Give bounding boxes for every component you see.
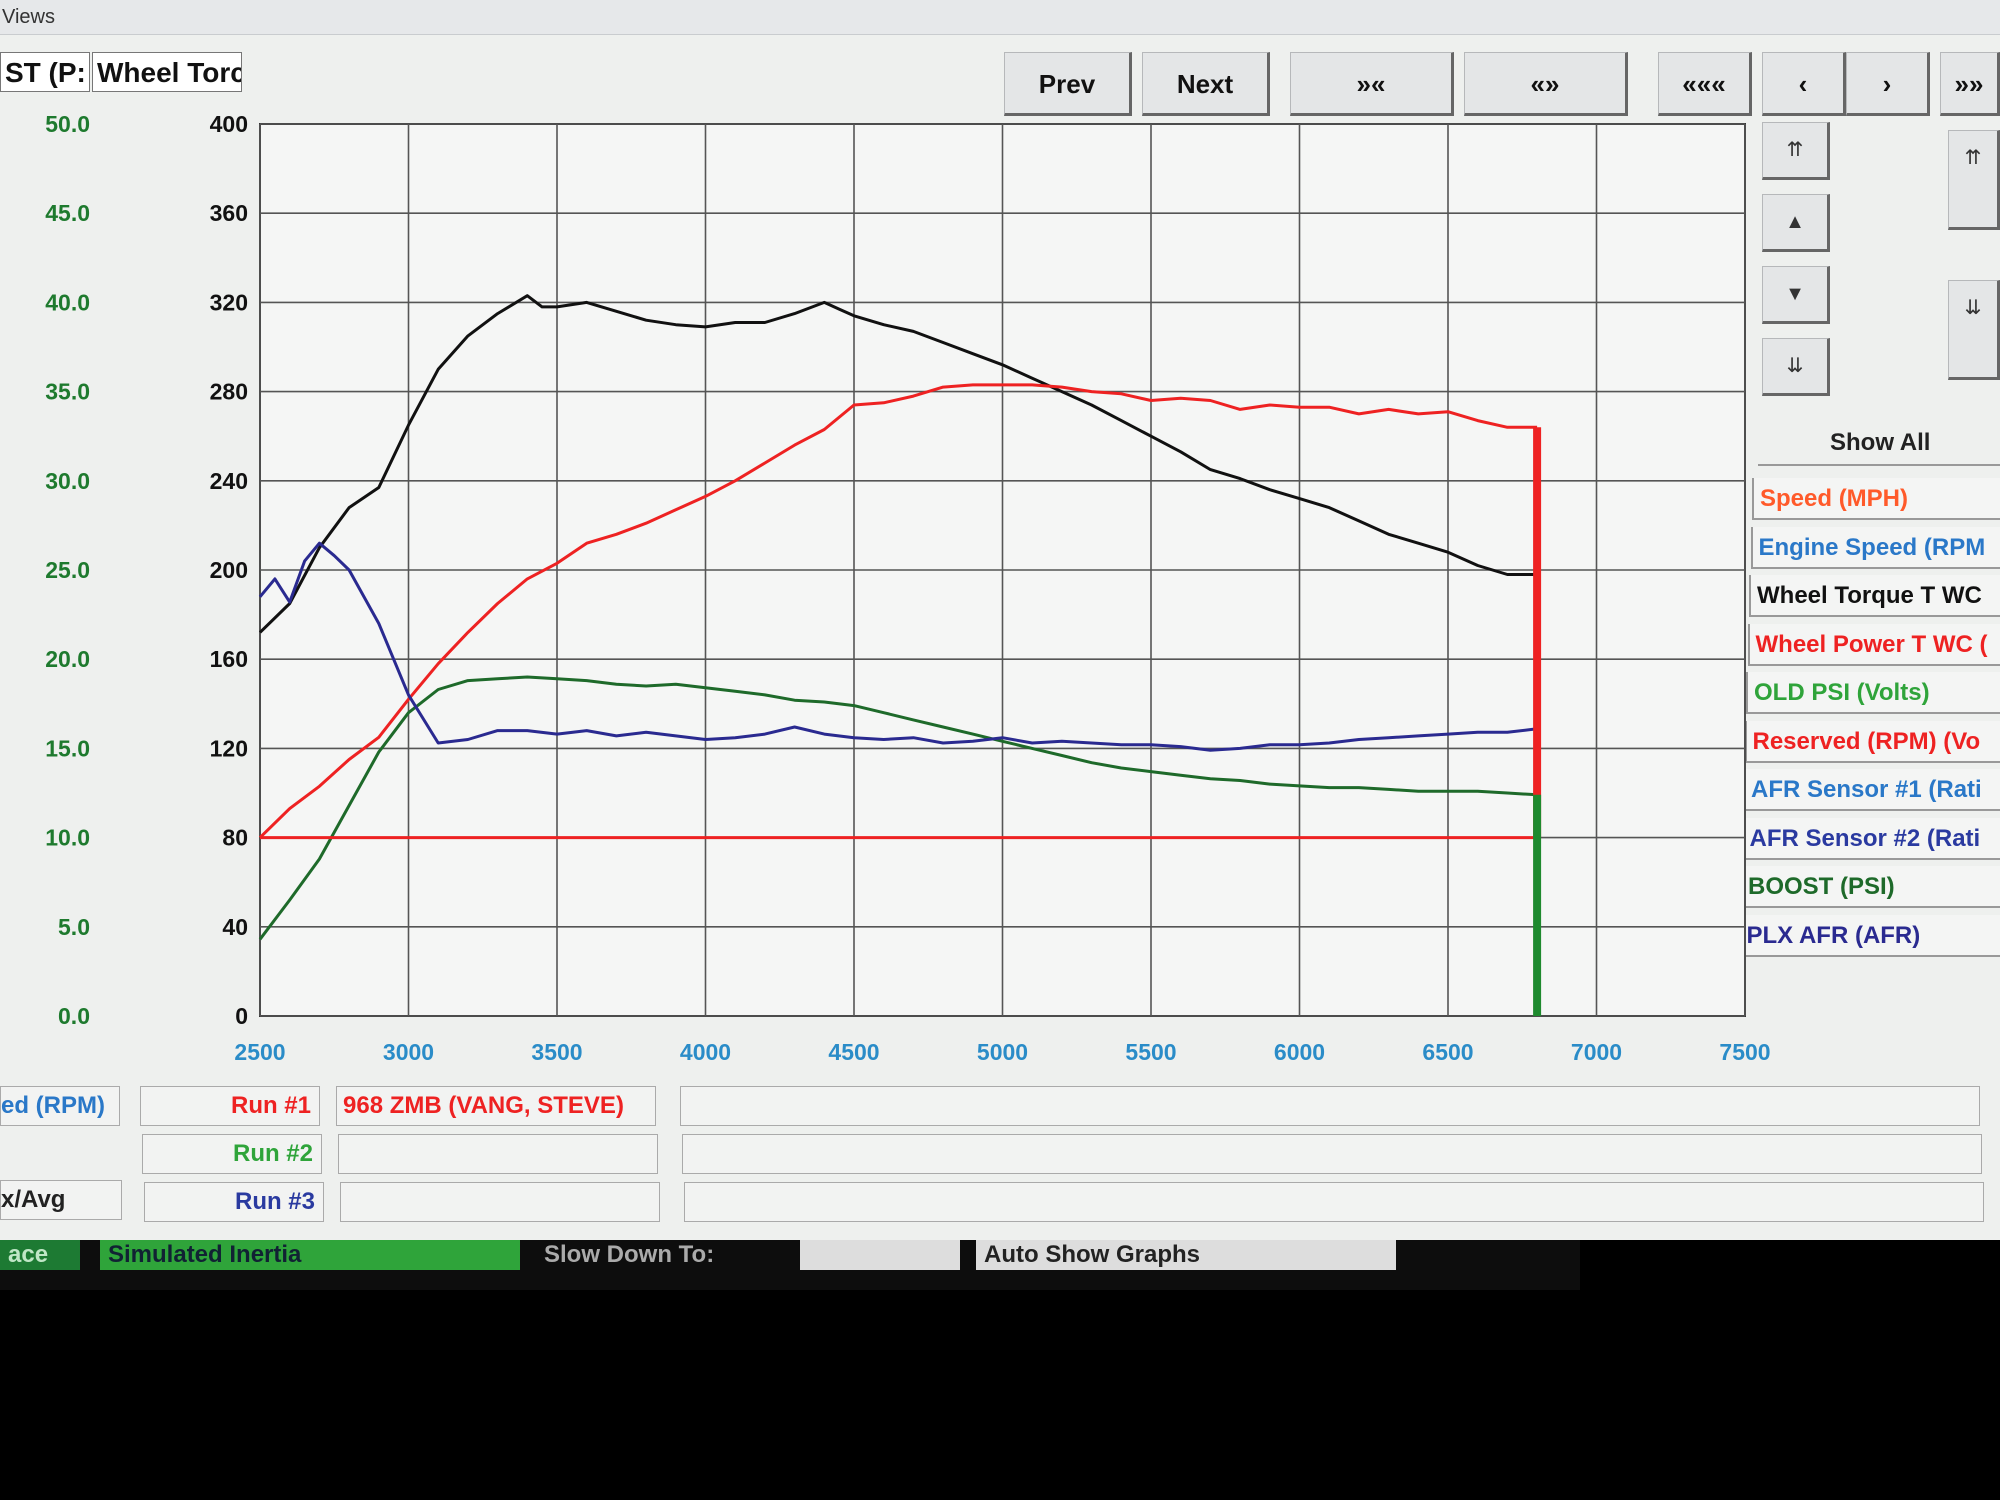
- legend-item[interactable]: AFR Sensor #1 (Rati: [1743, 769, 2000, 811]
- legend-item[interactable]: OLD PSI (Volts): [1746, 672, 2000, 714]
- left-axis-tick-label: 15.0: [45, 735, 90, 761]
- x-tick-label: 5000: [977, 1039, 1028, 1065]
- prev-button[interactable]: Prev: [1004, 52, 1132, 116]
- left-axis-tick-label: 5.0: [58, 914, 90, 940]
- legend-item[interactable]: Engine Speed (RPM: [1750, 526, 2000, 569]
- chevron-up-icon: ▲: [1785, 211, 1805, 233]
- scroll-top-button[interactable]: ⇈: [1762, 122, 1830, 180]
- left-axis-tick-label: 0.0: [58, 1003, 90, 1029]
- x-tick-label: 5500: [1125, 1039, 1176, 1065]
- run-2-label[interactable]: Run #2: [142, 1134, 322, 1174]
- run-1-name-field[interactable]: 968 ZMB (VANG, STEVE): [336, 1086, 656, 1126]
- dyno-window: Views ST (P: Wheel Torc Prev Next »« «» …: [0, 0, 2000, 1240]
- show-all-button[interactable]: Show All: [1758, 420, 2000, 466]
- run-2-notes-field[interactable]: [682, 1134, 1982, 1174]
- left-axis-tick-label: 40.0: [45, 289, 90, 315]
- slow-down-label: Slow Down To:: [544, 1241, 715, 1268]
- run-3-name-field[interactable]: [340, 1182, 660, 1222]
- series-line: [258, 675, 1538, 941]
- x-tick-label: 7000: [1571, 1039, 1622, 1065]
- scroll-last-button[interactable]: »»: [1940, 52, 2000, 116]
- right-axis-tick-label: 120: [210, 735, 248, 761]
- views-menu[interactable]: Views: [2, 6, 55, 28]
- auto-show-graphs-button[interactable]: Auto Show Graphs: [976, 1240, 1396, 1270]
- scroll-back-button[interactable]: ‹: [1762, 52, 1846, 116]
- zoom-in-button[interactable]: »«: [1290, 52, 1454, 116]
- series-line: [258, 541, 1538, 752]
- slow-down-value[interactable]: [800, 1240, 960, 1270]
- dyno-chart: 2500 3000 3500 4000 4500 5000 5500 6000 6500 7000…: [45, 111, 1770, 1065]
- simulated-inertia-button[interactable]: Simulated Inertia: [100, 1240, 520, 1270]
- x-tick-label: 3500: [531, 1039, 582, 1065]
- x-tick-label: 7500: [1719, 1039, 1770, 1065]
- left-axis-tick-label: 20.0: [45, 646, 90, 672]
- x-tick-label: 3000: [383, 1039, 434, 1065]
- double-chevron-down-icon: ⇊: [1964, 297, 1982, 319]
- right-scroll-up-button[interactable]: ⇈: [1948, 130, 2000, 230]
- right-axis-tick-label: 360: [210, 200, 248, 226]
- scroll-bottom-button[interactable]: ⇊: [1762, 338, 1830, 396]
- right-axis-channel-select[interactable]: Wheel Torc: [92, 52, 242, 92]
- left-axis-tick-label: 35.0: [45, 379, 90, 405]
- zoom-out-button[interactable]: «»: [1464, 52, 1628, 116]
- scroll-down-button[interactable]: ▼: [1762, 266, 1830, 324]
- scroll-forward-button[interactable]: ›: [1846, 52, 1930, 116]
- right-scroll-down-button[interactable]: ⇊: [1948, 280, 2000, 380]
- double-chevron-up-icon: ⇈: [1786, 139, 1804, 161]
- double-chevron-up-icon: ⇈: [1964, 147, 1982, 169]
- scroll-first-button[interactable]: «««: [1658, 52, 1752, 116]
- max-avg-button[interactable]: x/Avg: [0, 1180, 122, 1220]
- menu-bar: Views: [0, 0, 2000, 35]
- left-axis-tick-label: 25.0: [45, 557, 90, 583]
- right-axis-tick-label: 240: [210, 468, 248, 494]
- x-tick-label: 4000: [680, 1039, 731, 1065]
- legend-item[interactable]: AFR Sensor #2 (Rati: [1741, 817, 2000, 860]
- legend-item[interactable]: Wheel Torque T WC: [1749, 575, 2000, 617]
- status-bar: ace Simulated Inertia Slow Down To: Auto…: [0, 1240, 1580, 1290]
- series-line: [258, 294, 1538, 634]
- x-channel-label[interactable]: ed (RPM): [0, 1086, 120, 1126]
- right-axis-tick-label: 320: [210, 289, 248, 315]
- series-line: [258, 383, 1538, 839]
- legend-item[interactable]: BOOST (PSI): [1740, 866, 2000, 908]
- left-axis-tick-label: 30.0: [45, 468, 90, 494]
- right-axis-tick-label: 400: [210, 111, 248, 137]
- legend-item[interactable]: Wheel Power T WC (: [1747, 623, 2000, 666]
- run-3-notes-field[interactable]: [684, 1182, 1984, 1222]
- run-1-notes-field[interactable]: [680, 1086, 1980, 1126]
- x-tick-label: 2500: [234, 1039, 285, 1065]
- next-button[interactable]: Next: [1142, 52, 1270, 116]
- double-chevron-down-icon: ⇊: [1786, 355, 1804, 377]
- legend-item[interactable]: Reserved (RPM) (Vo: [1744, 720, 2000, 763]
- left-axis-tick-label: 10.0: [45, 825, 90, 851]
- legend-item[interactable]: PLX AFR (AFR): [1738, 914, 2000, 957]
- legend-item[interactable]: Speed (MPH): [1752, 478, 2000, 520]
- right-axis-tick-label: 80: [222, 825, 248, 851]
- left-axis-tick-label: 45.0: [45, 200, 90, 226]
- chevron-down-icon: ▼: [1785, 283, 1805, 305]
- x-tick-label: 6500: [1422, 1039, 1473, 1065]
- right-axis-tick-label: 40: [222, 914, 248, 940]
- left-axis-tick-label: 50.0: [45, 111, 90, 137]
- right-axis-tick-label: 200: [210, 557, 248, 583]
- x-tick-label: 6000: [1274, 1039, 1325, 1065]
- right-axis-tick-label: 280: [210, 379, 248, 405]
- x-tick-label: 4500: [828, 1039, 879, 1065]
- left-axis-channel-select[interactable]: ST (P:: [0, 52, 90, 92]
- run-1-label[interactable]: Run #1: [140, 1086, 320, 1126]
- right-axis-tick-label: 160: [210, 646, 248, 672]
- right-axis-tick-label: 0: [235, 1003, 248, 1029]
- run-2-name-field[interactable]: [338, 1134, 658, 1174]
- status-ace[interactable]: ace: [0, 1240, 80, 1270]
- scroll-up-button[interactable]: ▲: [1762, 194, 1830, 252]
- run-3-label[interactable]: Run #3: [144, 1182, 324, 1222]
